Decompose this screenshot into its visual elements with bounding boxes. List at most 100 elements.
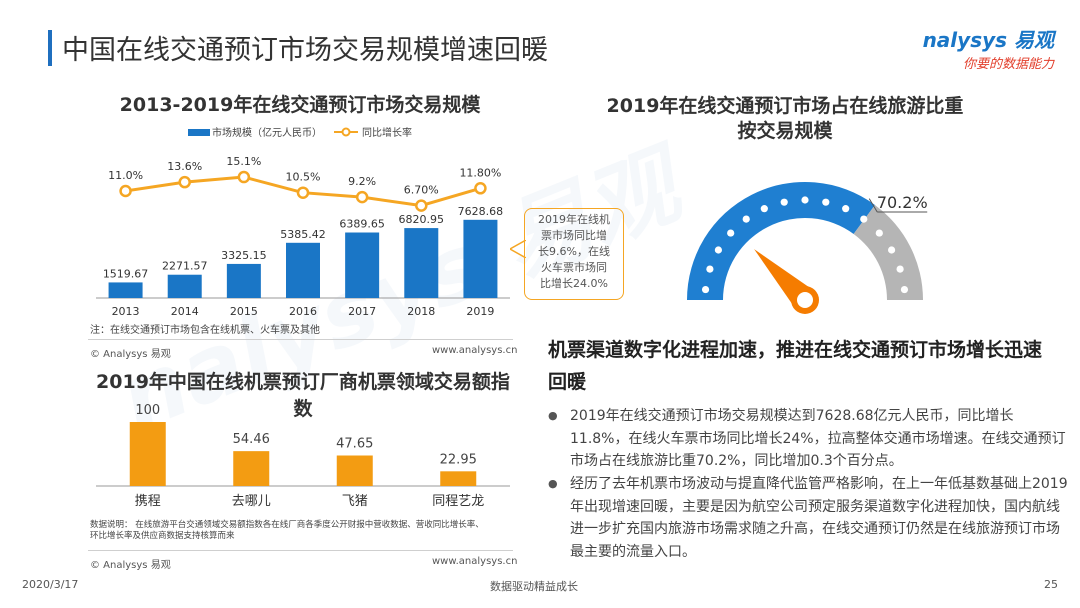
legend-swatch-bar [188,129,210,136]
gauge-dot [801,196,809,204]
gauge-remaining-arc [853,204,923,300]
x-tick-label: 去哪儿 [232,494,271,509]
gauge-leader-line [868,198,878,213]
chart2-title: 2019年在线交通预订市场占在线旅游比重 按交易规模 [560,94,1010,144]
chart2-title-line: 2019年在线交通预订市场占在线旅游比重 [606,95,964,117]
legend-label: 市场规模（亿元人民币） [212,126,322,139]
growth-point [474,182,487,195]
section-heading: 机票渠道数字化进程加速，推进在线交通预订市场增长迅速回暖 [548,339,1043,393]
legend-label: 同比增长率 [362,126,412,139]
chart3-note: 数据说明： 在线旅游平台交通领域交易额指数各在线厂商各季度公开财报中营收数据、营… [90,520,484,542]
bar [129,422,166,486]
bar [286,242,320,298]
chart3-note-line: 数据说明： 在线旅游平台交通领域交易额指数各在线厂商各季度公开财报中营收数据、营… [90,520,484,530]
x-tick-label: 2016 [289,305,317,318]
callout-line: 比增长24.0% [540,277,608,290]
chart1-svg: 市场规模（亿元人民币） 同比增长率 1519.67 2013 2271.57 2014 33… [96,126,510,318]
growth-point [355,190,369,204]
page-title: 中国在线交通预订市场交易规模增速回暖 [62,35,548,66]
bar [167,274,202,298]
gauge-dot [727,229,735,237]
title-accent-bar [48,30,52,66]
x-tick-label: 2019 [466,305,494,318]
chart1-source-left: © Analysys 易观 [90,349,171,360]
bar-value-label: 5385.42 [280,228,326,241]
chart3-title: 2019年中国在线机票预订厂商机票领域交易额指数 [96,371,510,420]
bar-value-label: 7628.68 [458,205,504,218]
bar [226,263,261,298]
callout-arrow [510,240,526,258]
growth-value-label: 10.5% [286,171,321,184]
footer-page-number: 25 [1044,578,1058,591]
chart3-svg: 100 携程 54.46 去哪儿 47.65 飞猪 22.95 同程艺龙 [96,403,510,509]
footer-date: 2020/3/17 [22,578,79,591]
bar [440,471,477,486]
bar [345,232,380,298]
legend-swatch-marker [341,127,351,137]
gauge-dot [896,265,904,273]
logo-text: nalysys 易观 [922,28,1054,52]
gauge-dot [701,285,710,294]
growth-point [119,184,132,198]
bar-value-label: 3325.15 [221,249,267,262]
callout-line: 长9.6%，在线 [538,245,610,258]
bullet-item: 经历了去年机票市场波动与提直降代监管严格影响，在上一年低基数基础上2019年出现… [548,473,1068,563]
gauge-dot [780,198,788,206]
logo-subtitle: 你要的数据能力 [962,57,1054,72]
bar-value-label: 6820.95 [399,213,445,226]
footer-slogan: 数据驱动精益成长 [490,580,578,593]
x-tick-label: 同程艺龙 [432,494,484,509]
gauge-dot [875,229,883,237]
x-tick-label: 2013 [112,305,140,318]
growth-value-label: 11.0% [108,169,143,182]
divider [88,550,513,551]
growth-value-label: 15.1% [226,155,261,168]
callout-line: 2019年在线机 [538,213,610,226]
x-tick-label: 2017 [348,305,376,318]
callout-line: 火车票市场同 [541,261,607,274]
divider [88,339,513,340]
x-tick-label: 2014 [171,305,199,318]
logo: nalysys 易观 你要的数据能力 [923,24,1054,72]
growth-point [296,186,310,199]
chart1-source-right: www.analysys.cn [432,345,518,356]
bar-value-label: 47.65 [336,437,373,452]
chart3-note-line: 环比增长率及供应商数据支持核算而来 [90,531,235,541]
growth-point [237,170,251,184]
gauge-svg: 70.2% [687,182,928,314]
chart1-title: 2013-2019年在线交通预订市场交易规模 [119,94,481,116]
chart3-source-left: © Analysys 易观 [90,560,171,571]
x-tick-label: 2015 [230,305,258,318]
bar-value-label: 22.95 [440,452,477,467]
chart3-source-right: www.analysys.cn [432,556,518,567]
gauge-value-label: 70.2% [877,193,928,212]
gauge-dot [742,215,750,223]
gauge-dot [860,215,868,223]
gauge-dot [822,198,830,206]
bar [108,282,143,298]
growth-value-label: 9.2% [348,175,376,188]
gauge-filled-arc [687,182,875,300]
gauge-dot [706,265,714,273]
x-tick-label: 携程 [135,493,161,509]
bar [233,451,270,486]
gauge-needle-center [797,292,813,308]
x-tick-label: 飞猪 [342,494,368,509]
gauge-dot [760,205,768,213]
bar-value-label: 54.46 [233,432,270,447]
gauge-dot [900,285,909,294]
growth-point [178,175,191,189]
bar [463,219,498,298]
gauge-dot [714,246,722,254]
bar-value-label: 100 [135,403,160,418]
chart2-title-line: 按交易规模 [737,120,833,142]
growth-value-label: 11.80% [459,166,501,179]
gauge-dot [888,246,896,254]
gauge-dot [842,205,850,213]
chart1-note: 注：在线交通预订市场包含在线机票、火车票及其他 [90,325,320,336]
callout-line: 票市场同比增 [541,229,607,242]
growth-value-label: 13.6% [167,160,202,173]
bar [336,455,373,486]
growth-value-label: 6.70% [404,184,439,197]
bar [404,228,439,298]
